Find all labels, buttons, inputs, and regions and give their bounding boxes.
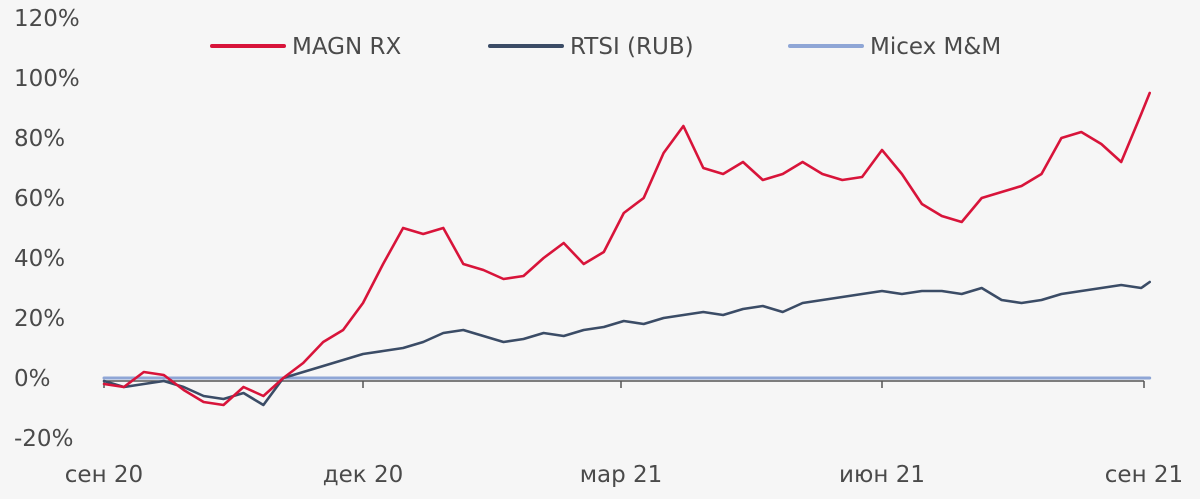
legend-label: RTSI (RUB) <box>570 34 694 60</box>
legend-label: Micex M&M <box>870 34 1001 60</box>
y-tick-label: 120% <box>14 6 80 32</box>
legend-label: MAGN RX <box>292 34 401 60</box>
legend: MAGN RX RTSI (RUB) Micex M&M <box>210 34 1001 60</box>
series-line-rtsi-rub <box>102 280 1151 407</box>
x-tick-label: сен 21 <box>1105 462 1183 488</box>
x-tick-label: дек 20 <box>323 462 404 488</box>
x-axis <box>103 380 1145 388</box>
y-tick-label: -20% <box>14 426 73 452</box>
y-tick-label: 40% <box>14 246 65 272</box>
series-line-magn-rx <box>102 91 1151 407</box>
x-tick-label: июн 21 <box>839 462 925 488</box>
x-tick-label: мар 21 <box>580 462 663 488</box>
y-tick-label: 20% <box>14 306 65 332</box>
y-tick-label: 60% <box>14 186 65 212</box>
y-tick-label: 100% <box>14 66 80 92</box>
series-lines <box>102 91 1152 407</box>
legend-item: RTSI (RUB) <box>488 34 694 60</box>
legend-item: MAGN RX <box>210 34 401 60</box>
y-tick-label: 0% <box>14 366 51 392</box>
y-tick-label: 80% <box>14 126 65 152</box>
x-axis-tick-labels: сен 20 дек 20 мар 21 июн 21 сен 21 <box>65 462 1183 488</box>
y-axis-tick-labels: 120% 100% 80% 60% 40% 20% 0% -20% <box>14 6 80 452</box>
legend-item: Micex M&M <box>788 34 1001 60</box>
x-tick-label: сен 20 <box>65 462 143 488</box>
